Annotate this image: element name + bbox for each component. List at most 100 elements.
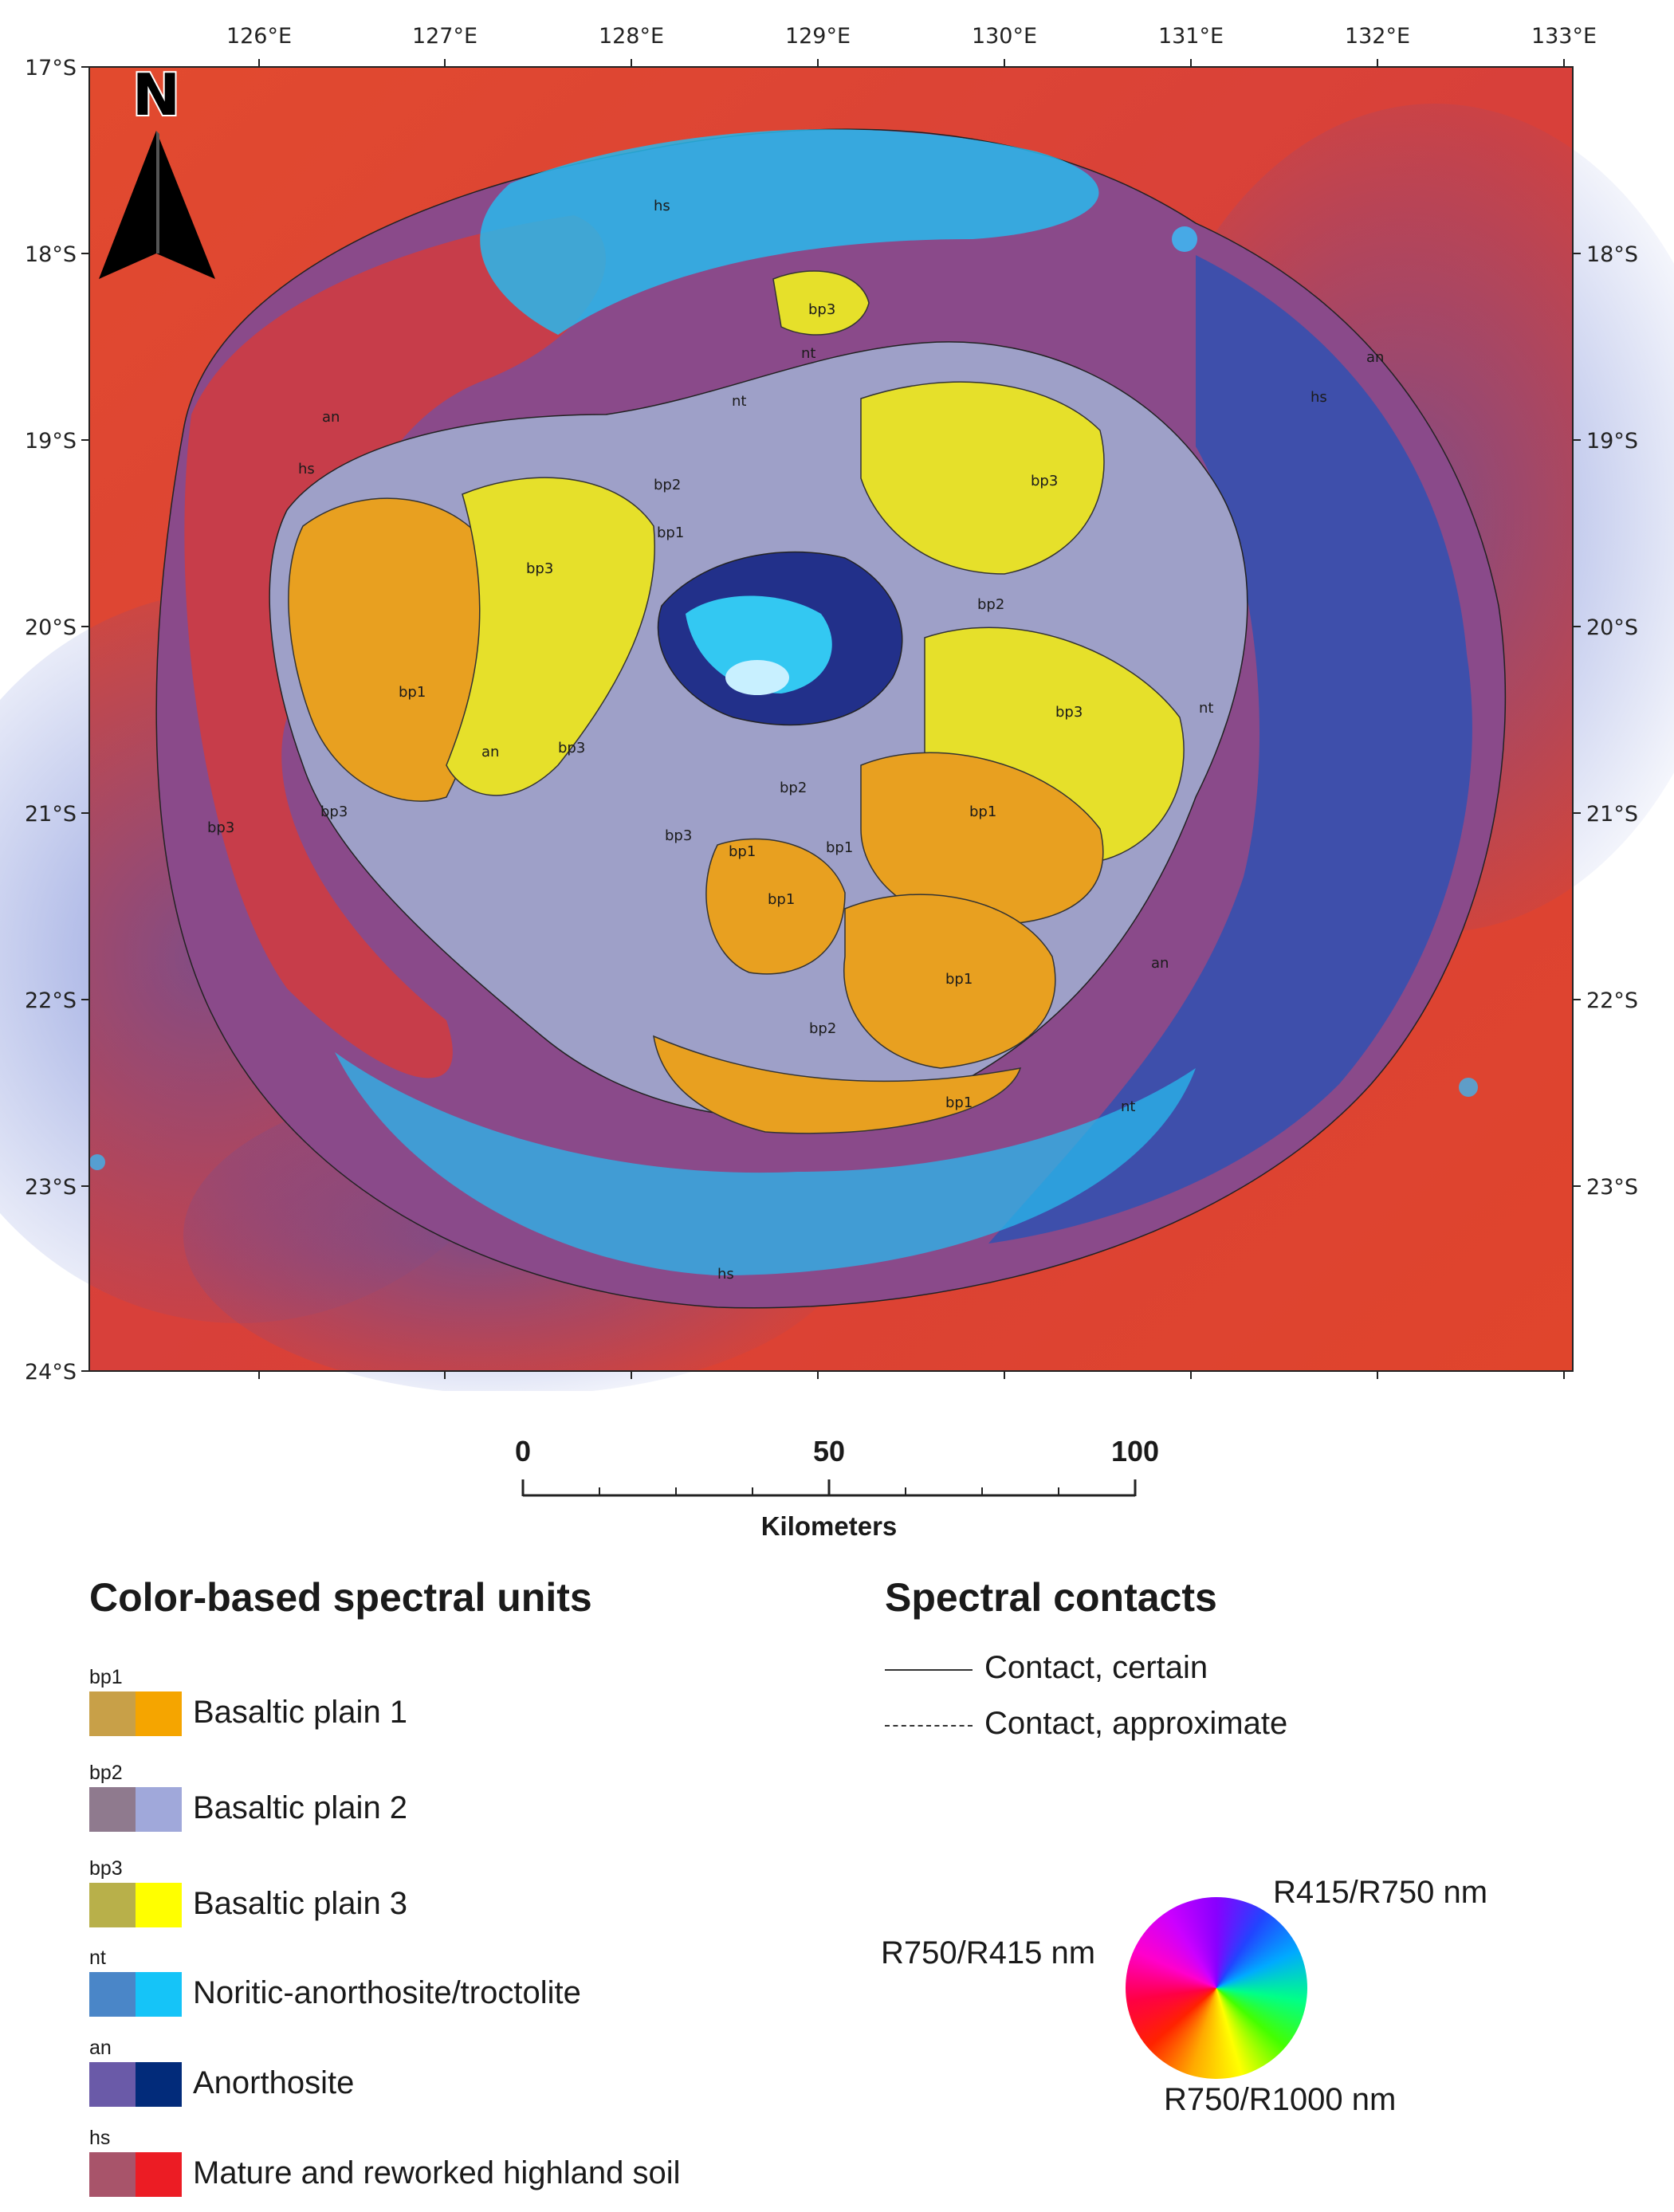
map-unit-label: bp1 <box>945 1094 973 1111</box>
legend-unit-bp3: bp3 Basaltic plain 3 <box>89 1857 807 1937</box>
scale-unit: Kilometers <box>760 1511 898 1541</box>
color-wheel-icon <box>1126 1897 1307 2079</box>
unit-swatch-texture <box>89 1787 136 1832</box>
map-unit-label: nt <box>1121 1098 1135 1115</box>
noritic-zone-south <box>335 1052 1196 1275</box>
map-unit-label: bp2 <box>654 477 681 493</box>
wheel-label-r750-r415: R750/R415 nm <box>881 1935 1096 1970</box>
unit-swatch-color <box>136 2152 182 2197</box>
unit-swatch-texture <box>89 1691 136 1736</box>
unit-swatch-texture <box>89 2062 136 2107</box>
unit-code: an <box>89 2037 112 2059</box>
unit-swatch-texture <box>89 1883 136 1927</box>
unit-swatch-color <box>136 1883 182 1927</box>
legend-unit-an: an Anorthosite <box>89 2037 807 2116</box>
legend-unit-bp2: bp2 Basaltic plain 2 <box>89 1762 807 1841</box>
map-unit-label: bp3 <box>320 803 348 820</box>
lon-axis-top: 126°E 127°E 128°E 129°E 130°E 131°E 132°… <box>226 24 1597 67</box>
map-unit-label: bp1 <box>826 839 853 856</box>
lon-axis-bottom: 126°E 127°E 128°E 129°E 130°E 131°E 132°… <box>258 1371 1565 1379</box>
unit-swatch-color <box>136 2062 182 2107</box>
central-peak-noritic <box>686 595 832 693</box>
map-border <box>88 66 1574 1372</box>
map-unit-label: hs <box>298 461 315 477</box>
contact-line-dashed <box>885 1725 973 1727</box>
lat-label: 19°S <box>25 429 77 454</box>
wheel-label-r750-r1000: R750/R1000 nm <box>1164 2082 1397 2117</box>
north-arrow-icon: N <box>99 60 215 279</box>
bp1-west <box>288 497 500 802</box>
unit-swatch-texture <box>89 2152 136 2197</box>
lon-label: 126°E <box>226 24 292 49</box>
map-image: bp1 bp1 bp1 bp1 bp1 bp1 bp1 bp1 bp2 bp2 … <box>0 67 1674 1391</box>
map-svg[interactable]: bp1 bp1 bp1 bp1 bp1 bp1 bp1 bp1 bp2 bp2 … <box>0 0 1674 1391</box>
lon-label: 131°E <box>1158 24 1224 49</box>
lat-label: 18°S <box>25 242 77 267</box>
unit-name: Noritic-anorthosite/troctolite <box>193 1975 581 2010</box>
map-unit-label: bp3 <box>1055 704 1083 721</box>
contact-label: Contact, approximate <box>984 1706 1288 1741</box>
map-unit-label: bp1 <box>768 891 795 908</box>
map-unit-label: bp1 <box>945 971 973 988</box>
map-unit-label: nt <box>732 393 746 410</box>
scale-label-100: 100 <box>1110 1435 1160 1467</box>
lat-axis-right: 18°S 19°S 20°S 21°S 22°S 23°S <box>1573 242 1638 1200</box>
map-frame: bp1 bp1 bp1 bp1 bp1 bp1 bp1 bp1 bp2 bp2 … <box>0 0 1674 1391</box>
bp3-west <box>446 477 655 796</box>
svg-text:N: N <box>132 61 180 128</box>
unit-code: bp2 <box>89 1762 123 1784</box>
map-unit-label: bp3 <box>808 301 835 318</box>
lon-label: 127°E <box>412 24 477 49</box>
wheel-label-r415-r750: R415/R750 nm <box>1273 1875 1488 1910</box>
map-unit-label: bp3 <box>558 740 585 756</box>
unit-name: Mature and reworked highland soil <box>193 2155 681 2190</box>
map-unit-label: hs <box>1311 389 1327 406</box>
scale-label-0: 0 <box>514 1435 532 1467</box>
map-unit-label: nt <box>801 345 815 362</box>
unit-swatch-color <box>136 1972 182 2017</box>
unit-code: bp1 <box>89 1666 123 1688</box>
map-unit-label: bp1 <box>729 843 756 860</box>
lon-label: 132°E <box>1345 24 1410 49</box>
scale-bar: 0 50 100 Kilometers <box>510 1435 1159 1546</box>
contact-label: Contact, certain <box>984 1650 1208 1685</box>
lat-label: 22°S <box>1586 988 1638 1013</box>
unit-code: nt <box>89 1947 106 1969</box>
lon-label: 129°E <box>785 24 851 49</box>
unit-code: bp3 <box>89 1857 123 1880</box>
lat-label: 21°S <box>1586 802 1638 827</box>
bp1-east <box>860 752 1104 925</box>
map-unit-label: bp3 <box>526 560 553 577</box>
map-unit-label: bp3 <box>1031 473 1058 489</box>
map-unit-label: bp1 <box>657 525 684 541</box>
legend-contact-certain: Contact, certain <box>885 1650 1443 1690</box>
lat-label: 20°S <box>25 615 77 640</box>
lat-label: 19°S <box>1586 429 1638 454</box>
unit-name: Basaltic plain 2 <box>193 1790 408 1825</box>
legend-unit-hs: hs Mature and reworked highland soil <box>89 2127 807 2206</box>
lon-label: 128°E <box>599 24 664 49</box>
unit-swatch-color <box>136 1691 182 1736</box>
bp3-northeast <box>860 381 1105 575</box>
contact-line-solid <box>885 1669 973 1671</box>
map-unit-label: bp2 <box>977 596 1004 613</box>
unit-name: Anorthosite <box>193 2065 355 2100</box>
lon-label: 130°E <box>972 24 1037 49</box>
bp1-center <box>705 838 846 975</box>
unit-name: Basaltic plain 1 <box>193 1695 408 1730</box>
map-unit-label: an <box>1366 349 1384 366</box>
legend-contact-approximate: Contact, approximate <box>885 1706 1443 1746</box>
lat-label: 23°S <box>1586 1175 1638 1200</box>
bp1-south <box>843 894 1056 1069</box>
bp1-south-rim <box>653 1035 1022 1134</box>
scale-label-50: 50 <box>812 1435 846 1467</box>
lat-label: 17°S <box>25 56 77 81</box>
unit-name: Basaltic plain 3 <box>193 1886 408 1921</box>
unit-swatch-color <box>136 1787 182 1832</box>
map-unit-label: bp3 <box>207 819 234 836</box>
map-unit-label: bp1 <box>969 803 996 820</box>
lat-axis-left: 17°S 18°S 19°S 20°S 21°S 22°S 23°S 24°S <box>25 56 89 1385</box>
map-unit-label: bp2 <box>780 780 807 796</box>
lat-label: 20°S <box>1586 615 1638 640</box>
lat-label: 21°S <box>25 802 77 827</box>
